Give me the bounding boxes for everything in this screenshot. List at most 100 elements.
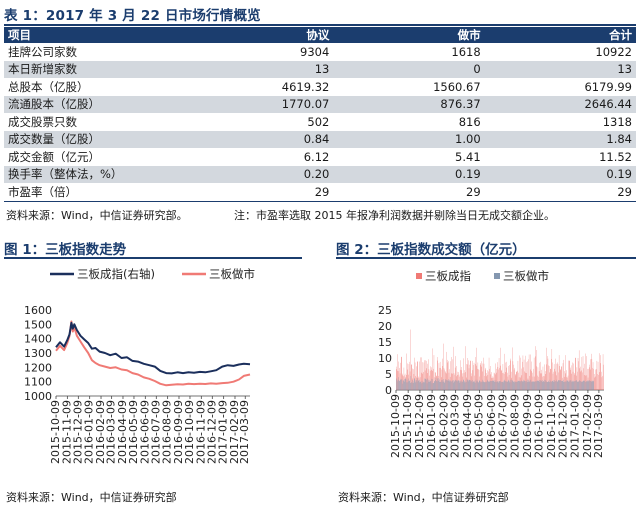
cell-total: 2646.44 (484, 95, 636, 113)
x-tick-label: 2017-01-09 (569, 394, 582, 458)
x-tick-label: 2016-05-09 (127, 400, 140, 464)
index-trend-line-chart: 10001100120013001400150016002015-10-0920… (24, 267, 255, 464)
cell-market-making: 1560.67 (433, 79, 481, 94)
x-tick-label: 2016-11-09 (545, 394, 558, 458)
figure2-title: 图 2：三板指数成交额（亿元） (336, 242, 526, 258)
legend-label: 三板做市 (503, 269, 549, 283)
cell-total: 0.19 (484, 165, 636, 183)
x-tick-label: 2016-04-09 (116, 400, 129, 464)
market-overview-table: 项目 协议 做市 合计 挂牌公司家数 9304 1618 10922 本日新增家… (4, 27, 636, 202)
x-tick-label: 2017-02-09 (581, 394, 594, 458)
cell-total: 10922 (595, 44, 632, 59)
cell-agreement: 9304 (300, 44, 330, 59)
row-label: 成交金额（亿元） (8, 149, 100, 164)
series-line-1 (55, 320, 251, 387)
table-row: 换手率（整体法，%） 0.20 0.19 0.19 (4, 165, 636, 183)
x-tick-label: 2017-02-09 (228, 400, 241, 464)
x-tick-label: 2016-03-09 (105, 400, 118, 464)
x-tick-label: 2016-08-09 (161, 400, 174, 464)
x-tick-label: 2016-10-09 (183, 400, 196, 464)
cell-market-making: 0 (333, 60, 485, 78)
table-row: 挂牌公司家数 9304 1618 10922 (4, 43, 636, 61)
table1-top-rule (4, 24, 636, 26)
legend-swatch (416, 273, 422, 279)
table-row: 成交股票只数 502 816 1318 (4, 113, 636, 131)
figure2-source: 资料来源：Wind，中信证券研究部 (338, 491, 509, 504)
col-header-agreement: 协议 (182, 27, 334, 43)
row-label: 流通股本（亿股） (4, 95, 182, 113)
row-label: 挂牌公司家数 (8, 44, 77, 59)
row-label: 市盈率（倍） (4, 183, 182, 202)
legend-label: 三板成指(右轴) (77, 267, 155, 281)
x-tick-label: 2016-10-09 (533, 394, 546, 458)
table1-title: 表 1：2017 年 3 月 22 日市场行情概览 (4, 8, 261, 24)
y-tick-label: 15 (378, 336, 392, 349)
cell-total: 13 (484, 60, 636, 78)
x-tick-label: 2016-06-09 (138, 400, 151, 464)
x-tick-label: 2016-09-09 (521, 394, 534, 458)
cell-market-making: 1618 (451, 44, 481, 59)
table-body: 挂牌公司家数 9304 1618 10922 本日新增家数 13 0 13 总股… (4, 43, 636, 202)
table1-note: 注：市盈率选取 2015 年报净利润数据并剔除当日无成交额企业。 (234, 209, 555, 222)
x-tick-label: 2015-11-09 (60, 400, 73, 464)
legend-swatch (494, 273, 500, 279)
x-tick-label: 2016-02-09 (94, 400, 107, 464)
y-tick-label: 1600 (24, 304, 52, 317)
table-row: 流通股本（亿股） 1770.07 876.37 2646.44 (4, 95, 636, 113)
cell-agreement: 6.12 (303, 149, 330, 164)
x-tick-label: 2016-12-09 (557, 394, 570, 458)
cell-total: 6179.99 (584, 79, 632, 94)
y-tick-label: 0 (385, 384, 392, 397)
col-header-market-making: 做市 (333, 27, 485, 43)
cell-total: 11.52 (599, 149, 632, 164)
cell-total: 1318 (602, 114, 632, 129)
cell-market-making: 816 (458, 114, 481, 129)
figure1-title: 图 1：三板指数走势 (4, 242, 127, 258)
cell-agreement: 1770.07 (182, 95, 334, 113)
y-tick-label: 5 (385, 368, 392, 381)
table-header-row: 项目 协议 做市 合计 (4, 27, 636, 43)
cell-market-making: 876.37 (333, 95, 485, 113)
cell-market-making: 5.41 (455, 149, 481, 164)
x-tick-label: 2016-08-09 (509, 394, 522, 458)
table1-source: 资料来源：Wind，中信证券研究部。 (6, 209, 188, 222)
y-tick-label: 1500 (24, 318, 52, 331)
y-tick-label: 10 (378, 352, 392, 365)
cell-total: 1.84 (484, 130, 636, 148)
turnover-bar-chart: 0 5 10 15 20 25 2015-10-09 2015-11-092015-12-09… (378, 269, 605, 458)
cell-agreement: 502 (307, 114, 330, 129)
cell-market-making: 29 (333, 183, 485, 202)
cell-agreement: 0.84 (182, 130, 334, 148)
y-tick-label: 20 (378, 320, 392, 333)
table-row: 总股本（亿股） 4619.32 1560.67 6179.99 (4, 78, 636, 96)
legend-label: 三板做市 (209, 267, 255, 281)
row-label: 总股本（亿股） (8, 79, 89, 94)
series-line-0 (55, 321, 251, 375)
y-tick-label: 1200 (24, 361, 52, 374)
x-tick-label: 2017-03-09 (238, 400, 251, 464)
x-tick-label: 2015-10-09 (389, 394, 402, 458)
cell-agreement: 29 (182, 183, 334, 202)
x-tick-label: 2015-10-09 (49, 400, 62, 464)
col-header-item: 项目 (4, 27, 182, 43)
y-tick-label: 25 (378, 304, 392, 317)
x-tick-label: 2016-01-09 (425, 394, 438, 458)
x-tick-label: 2016-06-09 (485, 394, 498, 458)
x-tick-label: 2015-12-09 (71, 400, 84, 464)
y-tick-label: 1400 (24, 333, 52, 346)
cell-total: 29 (484, 183, 636, 202)
x-tick-label: 2017-03-09 (592, 394, 605, 458)
x-tick-label: 2016-09-09 (172, 400, 185, 464)
figure1-rule (4, 257, 302, 259)
table-row: 成交金额（亿元） 6.12 5.41 11.52 (4, 148, 636, 166)
table-row: 本日新增家数 13 0 13 (4, 60, 636, 78)
x-tick-label: 2016-07-09 (149, 400, 162, 464)
x-tick-label: 2016-04-09 (461, 394, 474, 458)
col-header-total: 合计 (484, 27, 636, 43)
x-tick-label: 2016-05-09 (473, 394, 486, 458)
x-tick-label: 2016-01-09 (83, 400, 96, 464)
figure1-source: 资料来源：Wind，中信证券研究部 (6, 491, 177, 504)
x-tick-label: 2015-11-09 (401, 394, 414, 458)
cell-agreement: 4619.32 (281, 79, 330, 94)
x-tick-label: 2016-03-09 (449, 394, 462, 458)
